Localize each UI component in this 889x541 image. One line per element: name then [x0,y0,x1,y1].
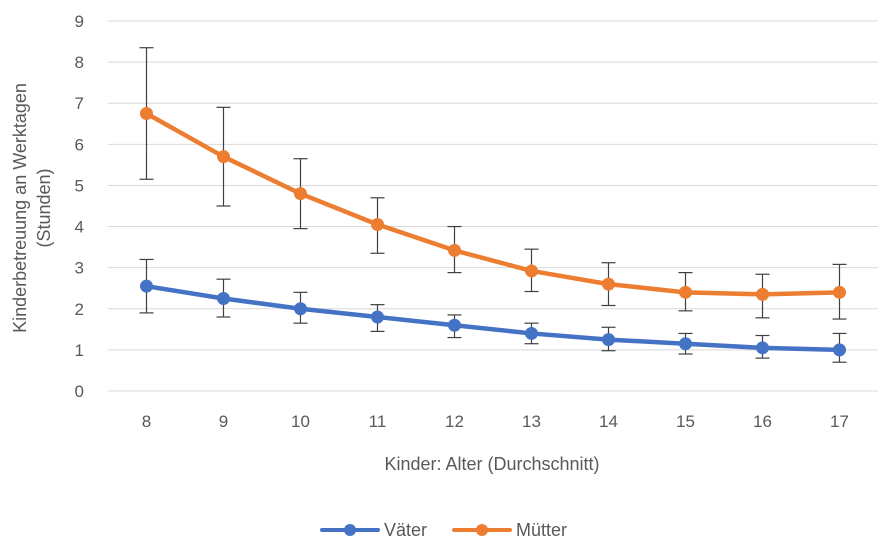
x-axis-ticks: 8 9 10 11 12 13 14 15 16 17 [142,412,849,431]
data-point [602,277,615,291]
data-point [140,279,153,293]
x-tick-label: 11 [369,412,387,431]
data-point [217,292,230,305]
data-point [371,218,384,231]
legend-label-muetter: Mütter [516,520,567,540]
legend-label-vaeter: Väter [384,520,427,540]
x-tick-label: 14 [599,412,618,431]
x-tick-label: 12 [445,412,464,431]
data-point [525,264,538,278]
series-line [144,111,842,297]
series-layer [139,47,847,363]
series-vaeter [139,258,847,363]
y-tick-label: 0 [75,382,84,401]
legend-item-vaeter: Väter [320,520,427,540]
x-tick-label: 13 [522,412,541,431]
data-point [294,302,307,316]
y-tick-label: 2 [75,300,84,319]
series-line [144,283,842,353]
y-tick-label: 1 [75,341,84,360]
data-point [602,333,615,347]
legend-item-muetter: Mütter [452,520,567,540]
x-tick-label: 15 [676,412,695,431]
data-point [371,310,384,324]
x-tick-label: 10 [291,412,310,431]
x-tick-label: 9 [219,412,228,431]
y-tick-label: 5 [75,176,84,195]
data-point [756,287,769,301]
y-axis-title-line-2-text: (Stunden) [34,168,54,247]
data-point [679,285,692,299]
gridlines [108,20,878,392]
data-point [833,343,846,357]
x-axis-title: Kinder: Alter (Durchschnitt) [384,454,599,474]
data-point [448,243,461,257]
data-point [140,107,153,120]
x-tick-label: 8 [142,412,151,431]
legend-marker-muetter [476,524,488,536]
data-point [756,341,769,355]
y-axis-title-line-1-text: Kinderbetreuung an Werktagen [10,83,30,333]
data-point [679,337,692,351]
data-point [525,326,538,340]
x-tick-label: 17 [830,412,849,431]
data-point [833,285,846,299]
data-point [448,318,461,332]
y-tick-label: 4 [75,218,84,237]
legend-marker-vaeter [344,524,356,536]
y-tick-label: 6 [75,135,84,154]
data-point [217,150,230,164]
legend: Väter Mütter [320,520,567,540]
x-tick-label: 16 [753,412,772,431]
data-point [294,187,307,201]
y-axis-ticks: 0 1 2 3 4 5 6 7 8 9 [75,12,84,401]
y-tick-label: 7 [75,94,84,113]
y-tick-label: 3 [75,259,84,278]
series-muetter [139,47,847,320]
y-tick-label: 8 [75,53,84,72]
y-tick-label: 9 [75,12,84,31]
